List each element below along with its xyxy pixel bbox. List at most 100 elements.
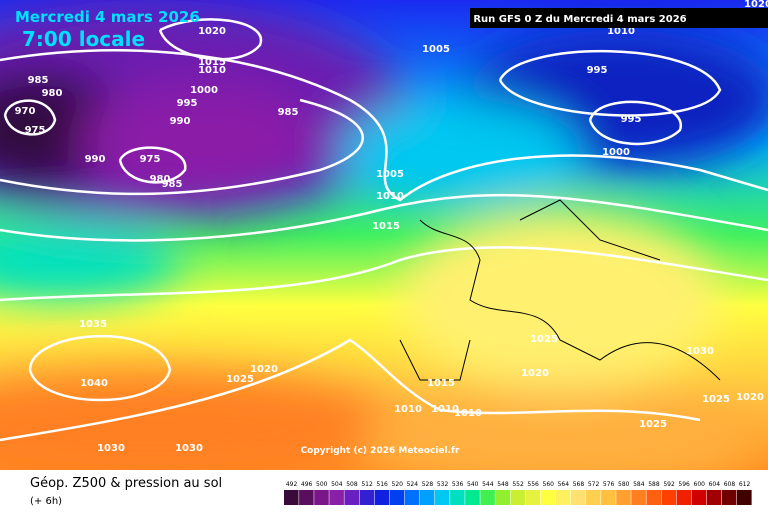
isobar-label: 1010: [431, 404, 459, 415]
colorbar-cell: [570, 490, 586, 505]
isobar-label: 1015: [198, 57, 226, 68]
isobar-label: 1015: [372, 221, 400, 232]
isobar-label: 1040: [80, 378, 108, 389]
isobar-label: 995: [621, 114, 642, 125]
isobar-label: 990: [85, 154, 106, 165]
isobar-label: 1015: [427, 378, 455, 389]
colorbar-label: 588: [648, 481, 660, 488]
colorbar-cell: [601, 490, 616, 505]
colorbar-label: 556: [527, 481, 539, 488]
isobar-label: 1030: [97, 443, 125, 454]
colorbar-cell: [661, 490, 677, 505]
isobar-label: 1020: [198, 26, 226, 37]
colorbar-label: 568: [573, 481, 585, 488]
isobar-label: 1020: [736, 392, 764, 403]
colorbar-label: 612: [739, 481, 751, 488]
colorbar-cell: [359, 490, 375, 505]
colorbar-label: 580: [618, 481, 630, 488]
colorbar-cell: [465, 490, 480, 505]
isobar-label: 975: [140, 154, 161, 165]
colorbar-label: 600: [694, 481, 706, 488]
isobar-label: 1025: [226, 374, 254, 385]
isobar-label: 980: [150, 174, 171, 185]
colorbar-cell: [706, 490, 722, 505]
colorbar-cell: [299, 490, 314, 505]
colorbar-cell: [495, 490, 510, 505]
legend-step: (+ 6h): [30, 496, 62, 507]
isobar-label: 1030: [175, 443, 203, 454]
colorbar-cell: [676, 490, 692, 505]
colorbar-cell: [555, 490, 571, 505]
colorbar-label: 552: [512, 481, 524, 488]
colorbar-cell: [480, 490, 495, 505]
isobar-label: 970: [15, 106, 36, 117]
time: 7:00 locale: [22, 27, 145, 51]
colorbar-label: 536: [452, 481, 464, 488]
colorbar-label: 596: [678, 481, 690, 488]
copyright: Copyright (c) 2026 Meteociel.fr: [301, 446, 460, 456]
isobar-label: 1010: [198, 65, 226, 76]
isobar-label: 1020: [744, 0, 768, 10]
colorbar-cell: [344, 490, 359, 505]
colorbar-label: 520: [392, 481, 404, 488]
isobar-label: 1035: [79, 319, 107, 330]
colorbar-cell: [616, 490, 631, 505]
colorbar-label: 500: [316, 481, 328, 488]
colorbar-label: 524: [407, 481, 419, 488]
colorbar-cell: [404, 490, 420, 505]
isobar-label: 1005: [376, 169, 404, 180]
colorbar-cell: [540, 490, 556, 505]
isobar-label: 1030: [686, 346, 714, 357]
isobar-label: 1000: [190, 85, 218, 96]
run-box: [470, 8, 768, 28]
colorbar-cell: [450, 490, 465, 505]
isobar-label: 1010: [454, 408, 482, 419]
colorbar-label: 492: [286, 481, 298, 488]
colorbar-label: 572: [588, 481, 600, 488]
isobar-label: 1010: [607, 26, 635, 37]
colorbar-label: 496: [301, 481, 313, 488]
colorbar-cell: [510, 490, 526, 505]
colorbar: 492 496 500 504 508 512 516 520 524 528 532 536 540 5…: [284, 481, 752, 505]
colorbar-label: 560: [543, 481, 555, 488]
colorbar-label: 540: [467, 481, 479, 488]
colorbar-cell: [374, 490, 390, 505]
isobar-label: 1025: [639, 419, 667, 430]
isobar-label: 1010: [376, 191, 404, 202]
colorbar-label: 604: [709, 481, 721, 488]
isobar-label: 1025: [530, 334, 558, 345]
isobar-label: 1000: [602, 147, 630, 158]
colorbar-cell: [284, 490, 299, 505]
isobar-labels: 1020102010151010985980100099597098599097…: [15, 0, 768, 454]
isobar-label: 985: [28, 75, 49, 86]
date: Mercredi 4 mars 2026: [15, 8, 200, 26]
map: [0, 0, 768, 470]
run: Run GFS 0 Z du Mercredi 4 mars 2026: [473, 14, 686, 25]
isobar-label: 1005: [422, 44, 450, 55]
isobar-label: 990: [170, 116, 191, 127]
colorbar-label: 532: [437, 481, 449, 488]
colorbar-label: 508: [346, 481, 358, 488]
colorbar-label: 512: [361, 481, 373, 488]
colorbar-label: 584: [633, 481, 645, 488]
isobar-label: 995: [177, 98, 198, 109]
isobar-label: 995: [587, 65, 608, 76]
colorbar-label: 504: [331, 481, 343, 488]
isobar-label: 1020: [521, 368, 549, 379]
isobar-label: 1025: [702, 394, 730, 405]
colorbar-label: 544: [482, 481, 494, 488]
colorbar-cell: [389, 490, 405, 505]
colorbar-label: 608: [724, 481, 736, 488]
isobar-label: 980: [42, 88, 63, 99]
colorbar-label: 528: [422, 481, 434, 488]
colorbar-label: 576: [603, 481, 615, 488]
colorbar-cell: [646, 490, 661, 505]
colorbar-cell: [419, 490, 435, 505]
colorbar-label: 516: [376, 481, 388, 488]
colorbar-cell: [435, 490, 450, 505]
colorbar-cell: [314, 490, 329, 505]
colorbar-cell: [691, 490, 707, 505]
colorbar-cell: [721, 490, 737, 505]
colorbar-label: 564: [558, 481, 570, 488]
